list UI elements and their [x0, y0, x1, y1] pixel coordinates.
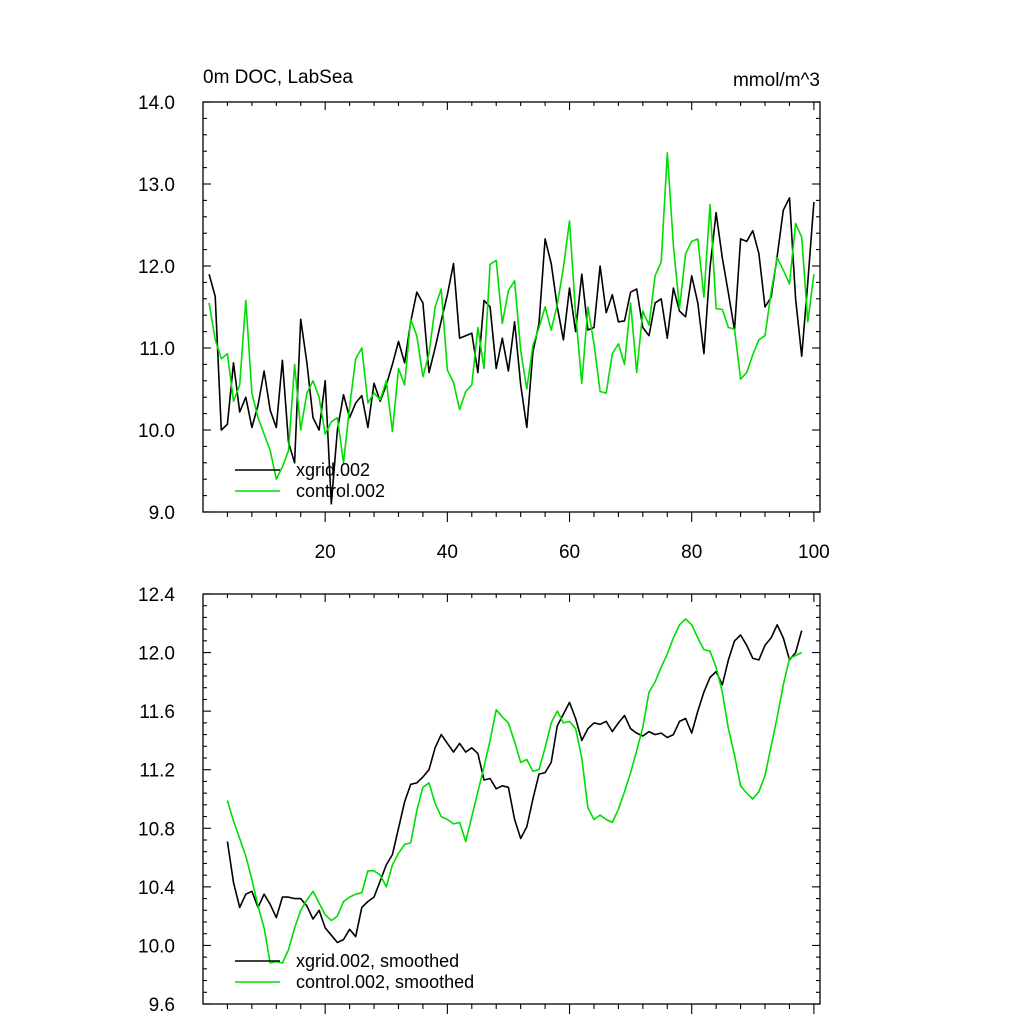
series-line-xgrid-002-smoothed — [226, 623, 803, 944]
series-line-control-002 — [208, 152, 815, 481]
y-tick-label: 14.0 — [138, 93, 175, 114]
panel-title-left: 0m DOC, LabSea — [203, 67, 353, 88]
legend-label-control-smoothed: control.002, smoothed — [296, 972, 474, 992]
y-tick-label: 10.0 — [138, 421, 175, 442]
y-tick-label: 11.6 — [139, 702, 175, 723]
top-ticks — [203, 101, 820, 522]
top-y-tick-labels: 9.0 10.0 11.0 12.0 13.0 14.0 — [138, 93, 175, 524]
legend-label-control: control.002 — [296, 481, 385, 501]
x-tick-label: 40 — [437, 542, 458, 563]
top-x-tick-labels: 20 40 60 80 100 — [315, 542, 830, 563]
y-tick-label: 11.0 — [139, 339, 175, 360]
y-tick-label: 9.6 — [149, 995, 175, 1016]
x-tick-label: 20 — [315, 542, 336, 563]
bottom-panel: 9.6 10.0 10.4 10.8 11.2 11.6 12.0 12.4 xgrid.00… — [138, 585, 821, 1016]
y-tick-label: 12.0 — [138, 257, 175, 278]
x-tick-label: 100 — [798, 542, 830, 563]
panel-title-units: mmol/m^3 — [733, 70, 820, 91]
y-tick-label: 13.0 — [138, 175, 175, 196]
bottom-y-tick-labels: 9.6 10.0 10.4 10.8 11.2 11.6 12.0 12.4 — [138, 585, 175, 1016]
y-tick-label: 10.0 — [138, 936, 175, 957]
series-line-xgrid-002 — [208, 197, 815, 505]
top-panel: 0m DOC, LabSea mmol/m^3 9.0 10.0 11.0 12.0 1… — [138, 67, 830, 563]
bottom-plot-frame — [202, 593, 821, 1005]
bottom-legend: xgrid.002, smoothed control.002, smoothe… — [235, 951, 474, 992]
y-tick-label: 12.4 — [138, 585, 175, 606]
y-tick-label: 11.2 — [139, 761, 175, 782]
top-series-lines — [208, 152, 815, 505]
legend-label-xgrid: xgrid.002 — [296, 460, 370, 480]
y-tick-label: 10.4 — [138, 878, 175, 899]
legend-label-xgrid-smoothed: xgrid.002, smoothed — [296, 951, 459, 971]
y-tick-label: 9.0 — [149, 503, 175, 524]
y-tick-label: 12.0 — [138, 644, 175, 665]
bottom-ticks — [203, 593, 820, 1014]
top-plot-frame — [202, 101, 821, 513]
top-legend: xgrid.002 control.002 — [235, 460, 385, 501]
bottom-series-lines — [226, 618, 803, 964]
x-tick-label: 60 — [559, 542, 580, 563]
series-line-control-002-smoothed — [226, 618, 803, 964]
x-tick-label: 80 — [681, 542, 702, 563]
y-tick-label: 10.8 — [138, 819, 175, 840]
